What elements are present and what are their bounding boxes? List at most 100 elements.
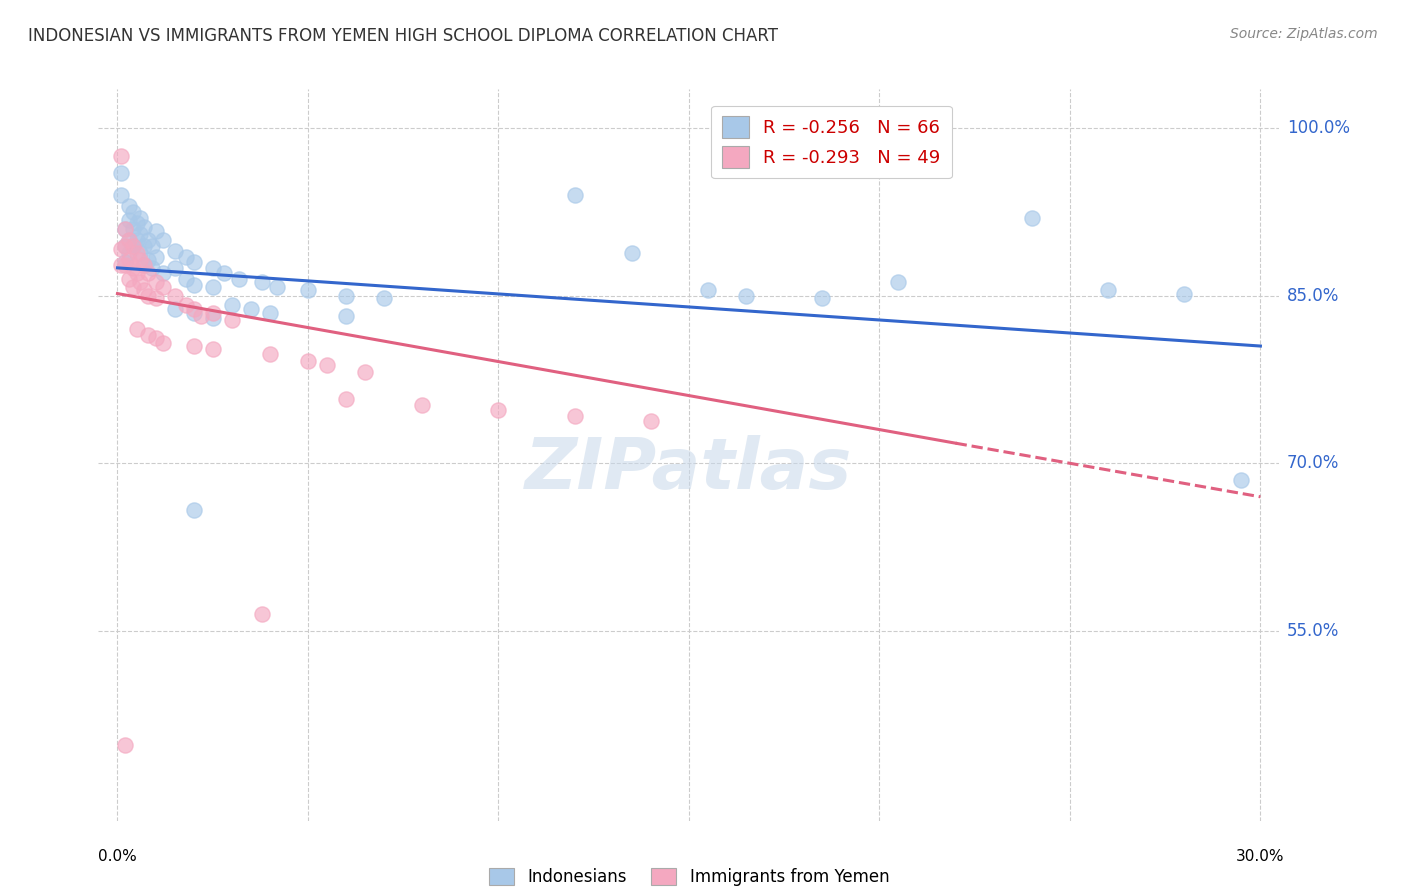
Point [640,414,662,428]
Point [125,233,148,247]
Point [697,283,720,297]
Point [121,238,143,252]
Point [564,188,586,202]
Point [221,313,243,327]
Point [114,258,136,272]
Point [163,289,186,303]
Point [297,283,319,297]
Point [201,280,224,294]
Point [887,276,910,290]
Point [121,205,143,219]
Point [118,272,141,286]
Point [212,267,235,281]
Point [121,238,143,252]
Point [488,402,510,417]
Point [183,503,205,517]
Point [129,246,152,260]
Text: 70.0%: 70.0% [1286,454,1340,472]
Point [136,289,159,303]
Point [136,233,159,247]
Point [735,289,758,303]
Point [1230,473,1253,487]
Point [297,353,319,368]
Point [411,398,433,412]
Point [125,246,148,260]
Point [811,291,834,305]
Point [125,267,148,281]
Point [129,276,152,290]
Point [335,309,357,323]
Text: 55.0%: 55.0% [1286,622,1340,640]
Point [129,227,152,242]
Point [252,276,274,290]
Point [183,302,205,317]
Point [335,392,357,406]
Point [335,289,357,303]
Point [163,244,186,259]
Point [114,238,136,252]
Point [129,253,152,268]
Point [316,358,339,372]
Point [183,255,205,269]
Point [145,250,167,264]
Point [163,260,186,275]
Point [266,280,288,294]
Point [221,298,243,312]
Point [174,250,197,264]
Point [121,221,143,235]
Point [136,253,159,268]
Point [174,298,197,312]
Point [141,238,163,252]
Point [174,272,197,286]
Point [145,224,167,238]
Text: 100.0%: 100.0% [1286,120,1350,137]
Point [125,322,148,336]
Point [134,238,156,252]
Point [141,260,163,275]
Text: 30.0%: 30.0% [1236,848,1285,863]
Point [354,365,377,379]
Point [190,309,212,323]
Point [114,238,136,252]
Point [620,246,643,260]
Point [152,335,174,350]
Point [239,302,262,317]
Point [110,242,132,256]
Point [136,327,159,342]
Point [121,260,143,275]
Point [1173,286,1195,301]
Text: 0.0%: 0.0% [98,848,136,863]
Point [259,305,281,319]
Point [134,219,156,234]
Point [118,246,141,260]
Point [118,199,141,213]
Point [183,277,205,292]
Point [163,302,186,317]
Point [252,607,274,621]
Point [201,311,224,326]
Point [145,331,167,345]
Legend: Indonesians, Immigrants from Yemen: Indonesians, Immigrants from Yemen [482,862,896,892]
Point [110,166,132,180]
Point [118,212,141,227]
Point [110,188,132,202]
Point [121,280,143,294]
Point [118,253,141,268]
Point [114,221,136,235]
Point [118,233,141,247]
Point [145,291,167,305]
Point [1021,211,1043,225]
Point [1097,283,1119,297]
Text: 85.0%: 85.0% [1286,287,1340,305]
Point [110,258,132,272]
Point [228,272,250,286]
Point [183,305,205,319]
Point [201,260,224,275]
Point [152,233,174,247]
Point [259,347,281,361]
Point [564,409,586,424]
Point [118,233,141,247]
Point [152,280,174,294]
Point [183,339,205,353]
Text: Source: ZipAtlas.com: Source: ZipAtlas.com [1230,27,1378,41]
